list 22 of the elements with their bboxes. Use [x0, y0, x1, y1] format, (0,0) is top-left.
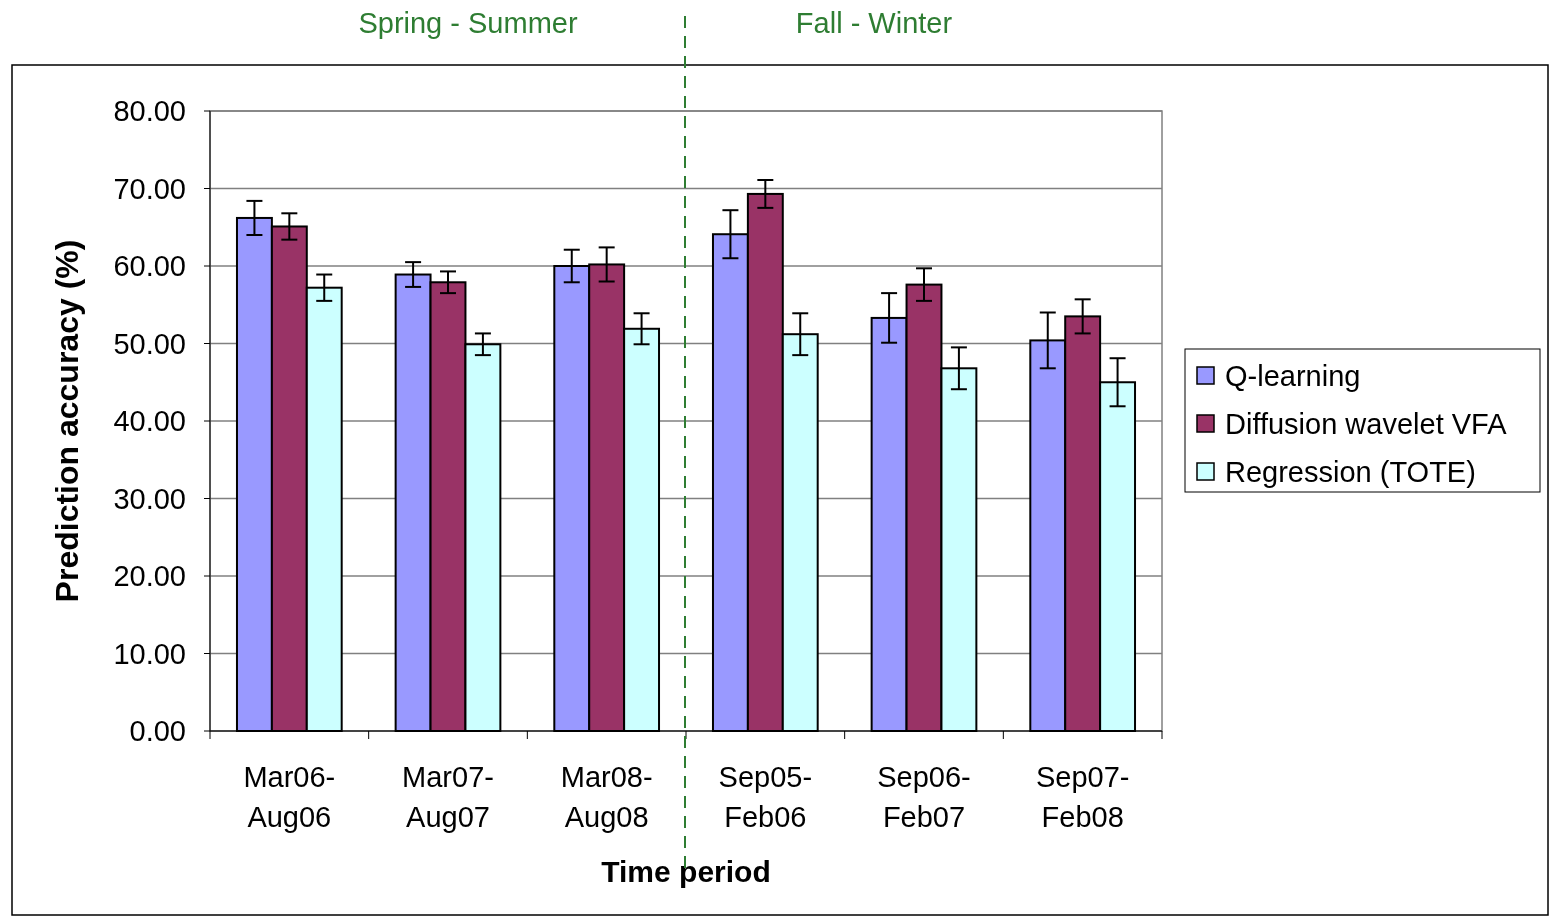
y-tick-label: 40.00: [113, 405, 186, 437]
x-tick-label: Mar07- Aug07: [402, 761, 494, 833]
x-tick-label: Sep05- Feb06: [718, 761, 813, 833]
x-tick-label: Sep07- Feb08: [1035, 761, 1130, 833]
y-tick-label: 20.00: [113, 560, 186, 592]
text: Fall - Winter: [795, 7, 953, 39]
legend-label: Diffusion wavelet VFA: [1225, 408, 1508, 440]
y-tick-label: 50.00: [113, 327, 186, 360]
y-tick-label: 0.00: [129, 715, 186, 747]
y-tick-label: 10.00: [113, 637, 186, 670]
legend-label: Regression (TOTE): [1225, 456, 1476, 488]
y-tick-label: 70.00: [113, 172, 186, 205]
y-tick-label: 80.00: [113, 95, 186, 127]
y-tick-label: 60.00: [113, 250, 186, 282]
y-axis-title: Prediction accuracy (%): [49, 239, 85, 603]
x-axis-title: Time period: [601, 855, 771, 888]
y-tick-label: 30.00: [113, 482, 186, 515]
x-tick-label: Mar06- Aug06: [243, 761, 336, 833]
x-tick-label: Sep06- Feb07: [877, 761, 971, 833]
legend-label: Q-learning: [1225, 360, 1361, 392]
text: Spring - Summer: [358, 7, 578, 39]
x-tick-label: Mar08- Aug08: [560, 761, 653, 833]
